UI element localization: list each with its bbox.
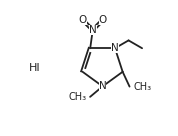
Text: N: N [111, 43, 119, 53]
Text: CH₃: CH₃ [68, 92, 87, 102]
Text: N: N [89, 25, 97, 35]
Text: O: O [78, 15, 87, 25]
Text: CH₃: CH₃ [133, 82, 151, 92]
Text: N: N [99, 81, 106, 91]
Text: O: O [99, 15, 107, 25]
Text: HI: HI [29, 63, 40, 73]
